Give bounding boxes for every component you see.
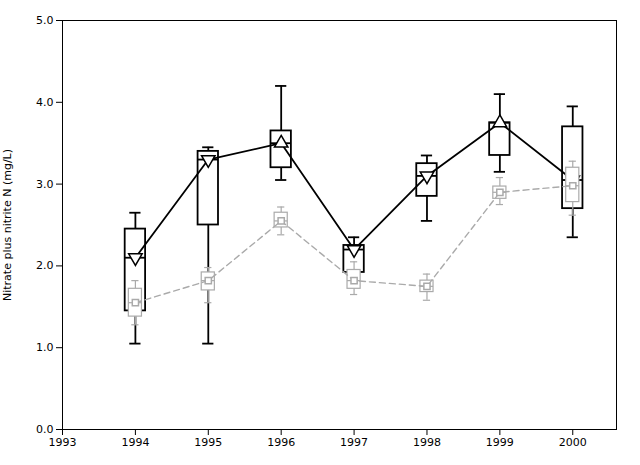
svg-text:2000: 2000 [559, 436, 587, 449]
svg-text:1.0: 1.0 [36, 341, 54, 354]
svg-text:3.0: 3.0 [36, 178, 54, 191]
svg-text:5.0: 5.0 [36, 14, 54, 27]
svg-text:4.0: 4.0 [36, 96, 54, 109]
svg-text:1994: 1994 [121, 436, 149, 449]
svg-text:0.0: 0.0 [36, 423, 54, 436]
svg-text:1997: 1997 [340, 436, 368, 449]
svg-text:2.0: 2.0 [36, 259, 54, 272]
svg-text:1996: 1996 [267, 436, 295, 449]
svg-text:1995: 1995 [194, 436, 222, 449]
svg-text:1999: 1999 [486, 436, 514, 449]
svg-text:Nitrate plus nitrite N (mg/L): Nitrate plus nitrite N (mg/L) [1, 149, 14, 301]
svg-text:1998: 1998 [413, 436, 441, 449]
svg-text:1993: 1993 [49, 436, 77, 449]
